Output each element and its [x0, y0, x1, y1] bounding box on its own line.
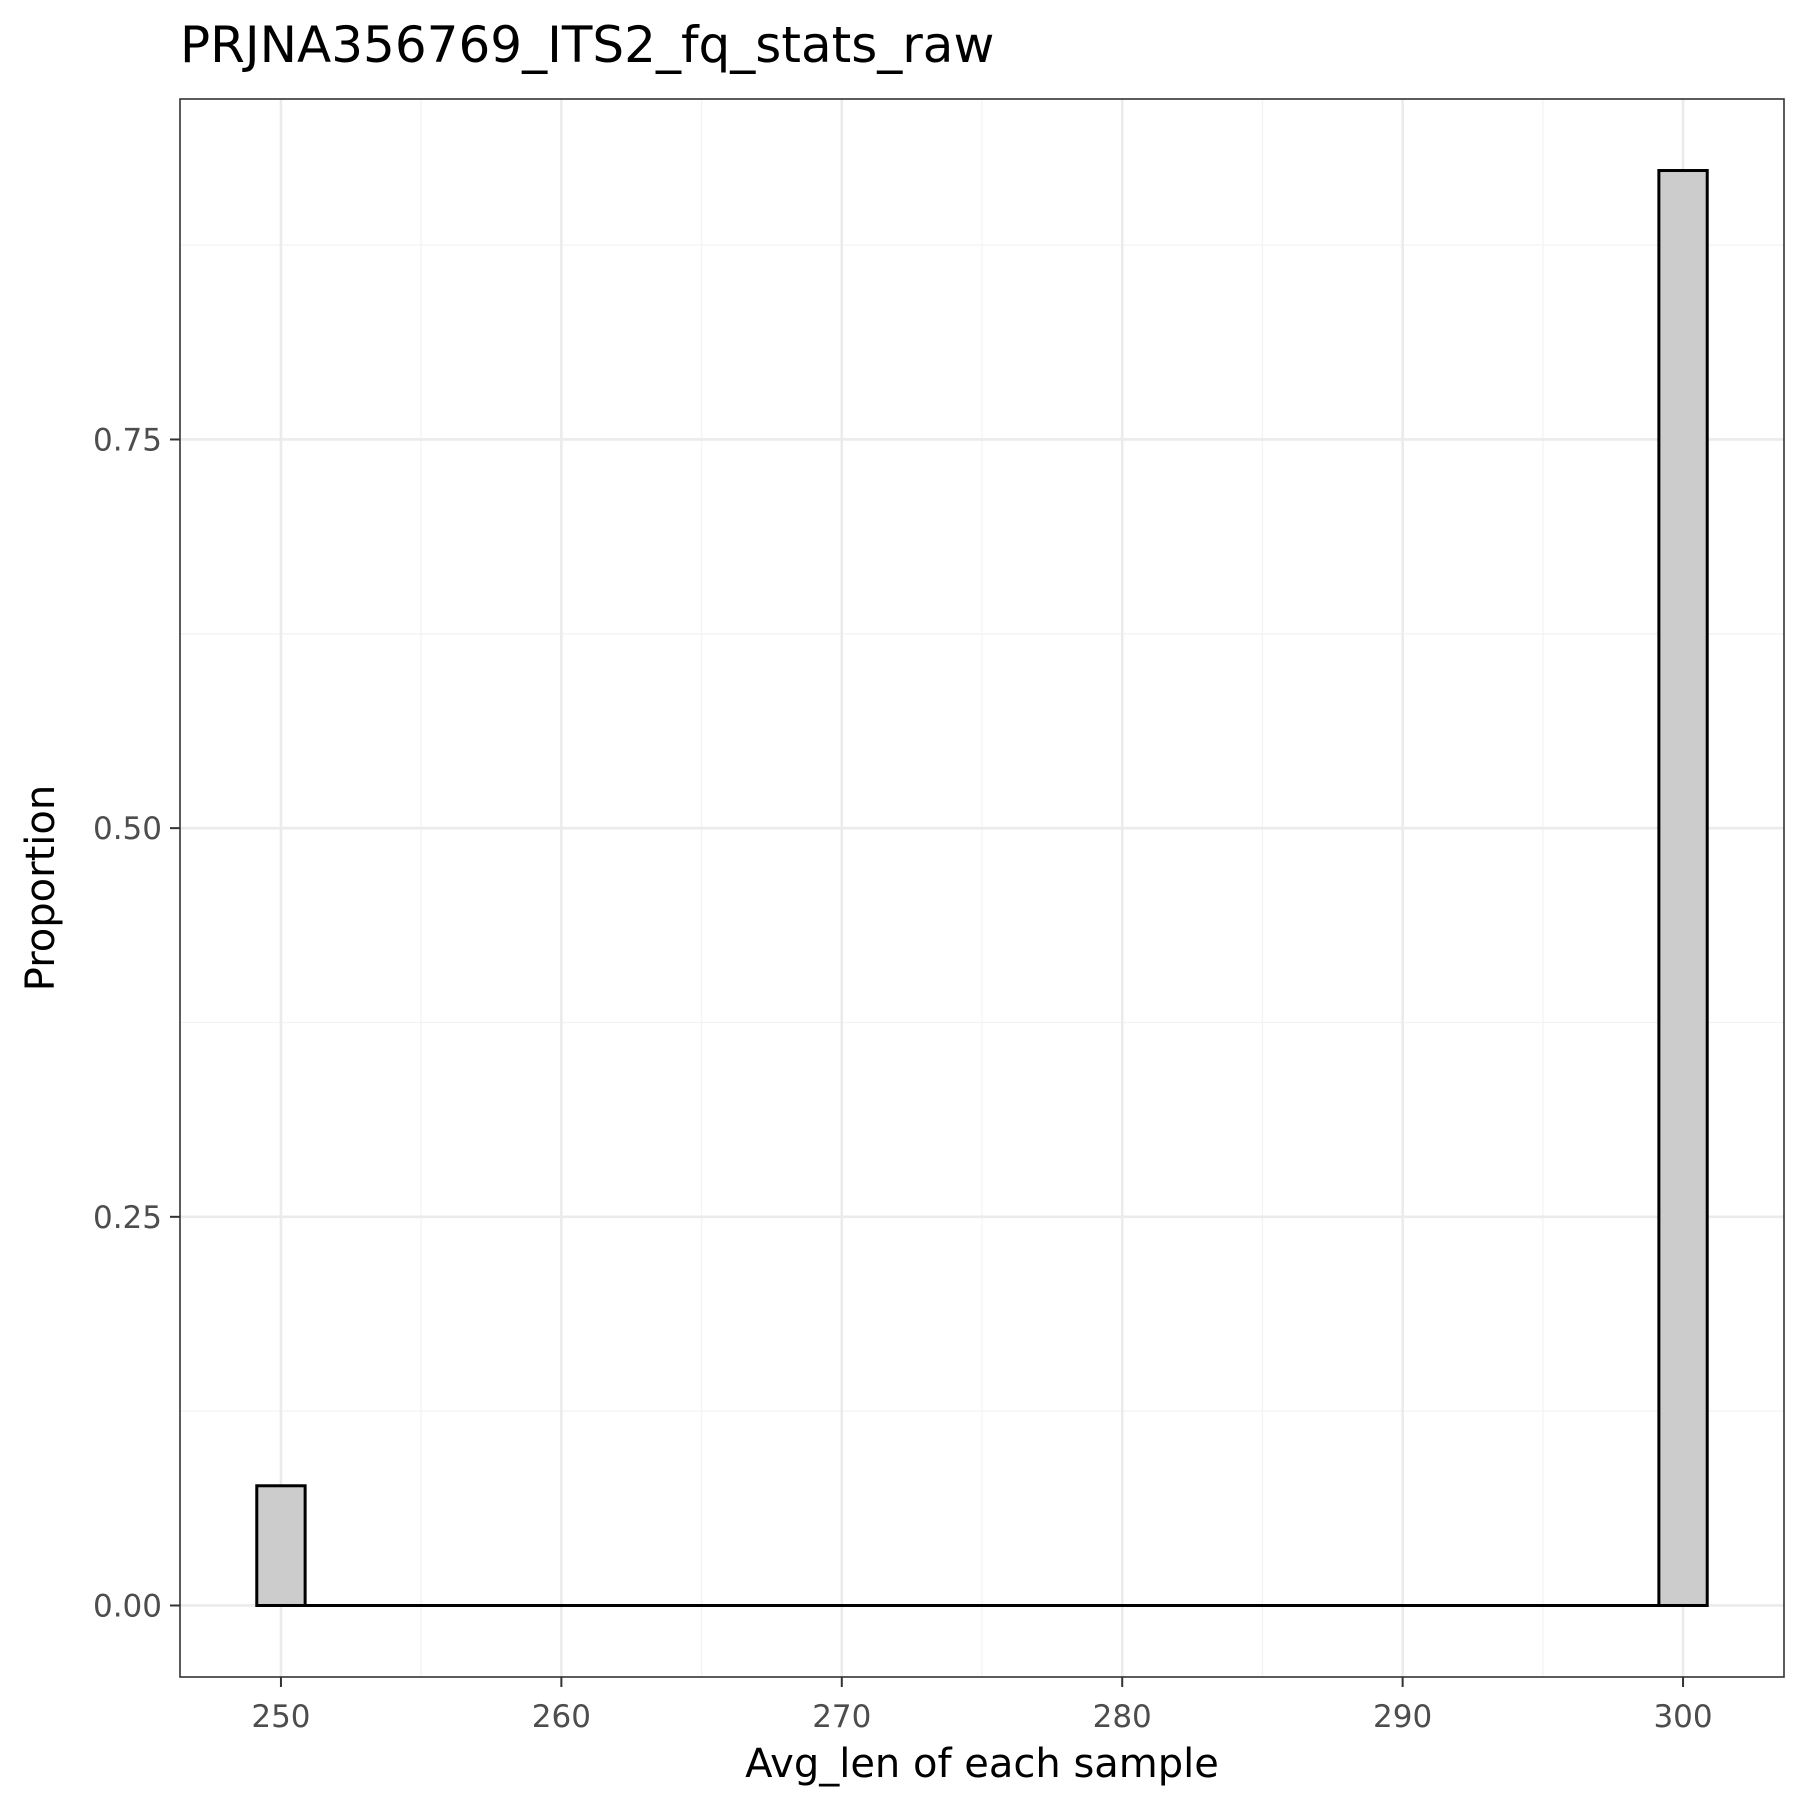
histogram-bar-250	[255, 1484, 307, 1607]
y-tick-label: 0.75	[93, 422, 162, 458]
chart-title: PRJNA356769_ITS2_fq_stats_raw	[180, 16, 994, 74]
y-tick-label: 0.50	[93, 811, 162, 847]
panel-border	[179, 98, 1785, 1678]
bars	[255, 169, 1709, 1607]
grid-lines	[180, 99, 1784, 1677]
x-tick-label: 270	[812, 1699, 871, 1735]
y-axis-title: Proportion	[18, 785, 64, 991]
axis-ticks	[170, 438, 1685, 1687]
x-axis-title: Avg_len of each sample	[745, 1741, 1219, 1787]
y-tick-label: 0.25	[93, 1200, 162, 1236]
y-tick-label: 0.00	[93, 1588, 162, 1624]
x-tick-label: 250	[251, 1699, 310, 1735]
x-tick-label: 280	[1093, 1699, 1152, 1735]
histogram-bar-300	[1657, 169, 1709, 1607]
x-tick-label: 260	[532, 1699, 591, 1735]
x-tick-label: 290	[1373, 1699, 1432, 1735]
x-tick-label: 300	[1653, 1699, 1712, 1735]
tick-labels: 250 260 270 280 290 300 0.00 0.25 0.50 0.75	[93, 422, 1713, 1735]
